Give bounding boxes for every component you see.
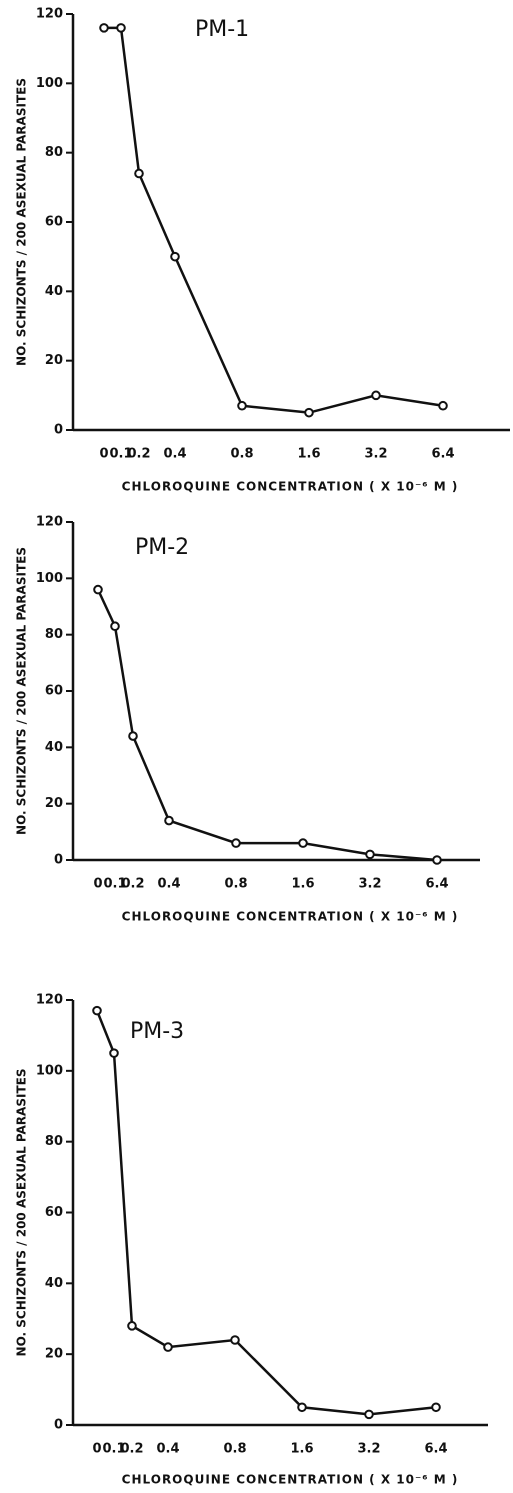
- x-tick-label: 6.4: [425, 877, 448, 892]
- y-tick-label: 40: [45, 284, 63, 299]
- y-tick-label: 20: [45, 1347, 63, 1362]
- data-point: [304, 407, 314, 418]
- x-tick-label: 0: [93, 877, 102, 892]
- data-line: [95, 1010, 437, 1416]
- data-point: [116, 23, 126, 33]
- data-point: [93, 584, 103, 595]
- data-line: [104, 26, 444, 414]
- x-tick-label: 0: [99, 447, 108, 462]
- y-axis-label: NO. SCHIZONTS / 200 ASEXUAL PARASITES: [15, 1069, 29, 1357]
- data-point: [92, 1005, 102, 1016]
- x-tick-label: 0.2: [127, 447, 150, 462]
- y-tick-label: 20: [45, 353, 63, 368]
- data-point: [110, 621, 120, 632]
- x-axis-label: CHLOROQUINE CONCENTRATION ( X 10⁻⁶ M ): [122, 480, 459, 494]
- y-tick-label: 0: [54, 1418, 63, 1433]
- y-tick-label: 100: [36, 1063, 63, 1078]
- y-tick-label: 60: [45, 684, 63, 699]
- data-point: [134, 168, 144, 179]
- x-tick-label: 0.8: [224, 877, 247, 892]
- y-tick-label: 120: [36, 7, 63, 22]
- x-tick-label: 1.6: [297, 447, 320, 462]
- chart-title: PM-3: [130, 1019, 184, 1044]
- y-tick-label: 80: [45, 1134, 63, 1149]
- x-tick-label: 0.8: [223, 1442, 246, 1457]
- x-tick-label: 3.2: [364, 447, 387, 462]
- y-tick-label: 40: [45, 1276, 63, 1291]
- x-tick-label: 1.6: [290, 1442, 313, 1457]
- x-tick-label: 6.4: [424, 1442, 447, 1457]
- x-tick-label: 3.2: [358, 877, 381, 892]
- x-tick-label: 6.4: [431, 447, 454, 462]
- y-tick-label: 100: [36, 76, 63, 91]
- y-tick-label: 120: [36, 993, 63, 1008]
- x-tick-label: 0.1: [109, 447, 132, 462]
- data-point: [230, 1335, 240, 1345]
- x-tick-label: 0.4: [163, 447, 186, 462]
- x-tick-label: 0.8: [230, 447, 253, 462]
- x-tick-label: 0.4: [157, 877, 180, 892]
- y-tick-label: 0: [54, 853, 63, 868]
- data-point: [99, 23, 109, 33]
- y-tick-label: 120: [36, 515, 63, 530]
- data-point: [371, 390, 381, 401]
- y-tick-label: 60: [45, 1205, 63, 1220]
- x-tick-label: 3.2: [357, 1442, 380, 1457]
- data-point: [237, 400, 247, 411]
- data-point: [365, 849, 375, 860]
- data-point: [298, 838, 308, 848]
- x-tick-label: 0.2: [121, 877, 144, 892]
- chart-title: PM-2: [135, 535, 189, 560]
- x-tick-label: 0: [92, 1442, 101, 1457]
- data-point: [164, 815, 174, 826]
- data-point: [297, 1402, 307, 1413]
- y-tick-label: 80: [45, 145, 63, 160]
- data-point: [431, 1402, 441, 1413]
- y-tick-label: 80: [45, 627, 63, 642]
- x-tick-label: 0.1: [102, 1442, 125, 1457]
- x-axis-label: CHLOROQUINE CONCENTRATION ( X 10⁻⁶ M ): [122, 1473, 459, 1487]
- data-point: [109, 1048, 119, 1058]
- y-tick-label: 0: [54, 423, 63, 438]
- y-tick-label: 60: [45, 215, 63, 230]
- y-axis-label: NO. SCHIZONTS / 200 ASEXUAL PARASITES: [15, 78, 29, 366]
- data-point: [364, 1409, 374, 1420]
- data-point: [127, 1321, 137, 1331]
- chart-title: PM-1: [195, 17, 249, 42]
- y-tick-label: 20: [45, 796, 63, 811]
- x-tick-label: 0.2: [120, 1442, 143, 1457]
- data-point: [128, 731, 138, 741]
- data-point: [438, 400, 448, 411]
- data-point: [432, 855, 442, 865]
- data-point: [170, 251, 180, 262]
- y-axis-label: NO. SCHIZONTS / 200 ASEXUAL PARASITES: [15, 547, 29, 835]
- data-line: [96, 589, 438, 862]
- data-point: [231, 838, 241, 848]
- data-point: [163, 1342, 173, 1352]
- x-tick-label: 0.1: [103, 877, 126, 892]
- x-tick-label: 1.6: [291, 877, 314, 892]
- x-tick-label: 0.4: [156, 1442, 179, 1457]
- x-axis-label: CHLOROQUINE CONCENTRATION ( X 10⁻⁶ M ): [122, 910, 459, 924]
- y-tick-label: 40: [45, 740, 63, 755]
- y-tick-label: 100: [36, 571, 63, 586]
